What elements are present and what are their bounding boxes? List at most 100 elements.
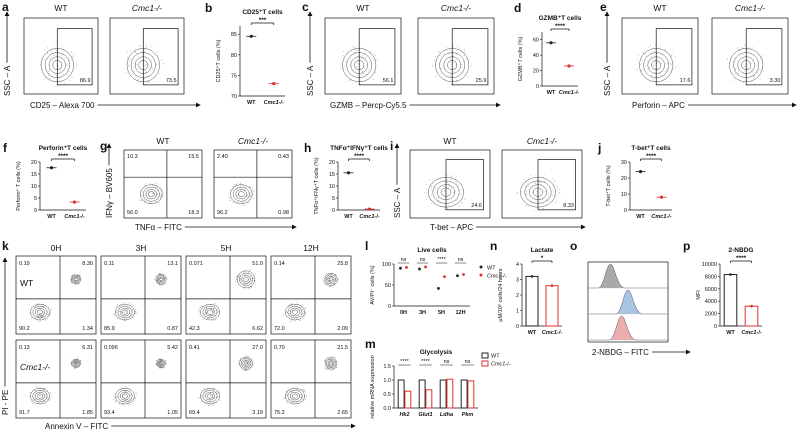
event-dot (289, 398, 291, 400)
y-tick-label: 0 (624, 208, 627, 214)
event-dot (150, 66, 151, 68)
event-dot (251, 190, 253, 192)
event-dot (445, 69, 447, 70)
event-dot (453, 44, 454, 45)
event-dot (67, 75, 69, 76)
event-dot (49, 314, 51, 316)
event-dot (134, 311, 136, 313)
event-dot (128, 404, 129, 406)
event-dot (745, 64, 746, 66)
event-dot (252, 363, 254, 365)
event-dot (744, 44, 746, 46)
event-dot (517, 192, 518, 194)
event-dot (333, 368, 335, 370)
density-contour (285, 388, 305, 405)
event-dot (440, 67, 442, 69)
event-dot (125, 72, 127, 73)
y-axis-label: SSC – A (3, 65, 12, 96)
event-dot (765, 68, 767, 70)
event-dot (674, 66, 676, 68)
event-dot (72, 275, 74, 276)
event-dot (335, 357, 336, 359)
y-tick-label: 0.0 (383, 406, 391, 412)
event-dot (526, 190, 527, 192)
y-axis-label: PI - PE (1, 390, 10, 415)
event-dot (366, 73, 368, 75)
x-tick-label: 5H (438, 310, 445, 316)
event-dot (140, 51, 142, 53)
event-dot (157, 194, 158, 195)
event-dot (326, 357, 328, 359)
event-dot (34, 307, 35, 308)
event-dot (302, 393, 304, 395)
event-dot (444, 191, 446, 193)
event-dot (119, 316, 120, 318)
event-dot (71, 76, 72, 78)
event-dot (364, 57, 366, 59)
event-dot (525, 182, 527, 184)
event-dot (325, 284, 327, 286)
event-dot (199, 307, 200, 309)
y-tick-label: 50 (385, 283, 391, 289)
significance: **** (646, 153, 657, 160)
legend-swatch (481, 352, 489, 359)
event-dot (323, 280, 324, 281)
event-dot (159, 195, 161, 197)
event-dot (531, 202, 532, 204)
event-dot (540, 182, 542, 184)
event-dot (353, 52, 355, 54)
panel-letter: c (302, 0, 309, 14)
event-dot (35, 398, 36, 399)
event-dot (657, 68, 659, 70)
event-dot (218, 391, 220, 393)
x-tick-label: 12H (455, 310, 465, 316)
event-dot (331, 275, 333, 277)
density-contour (117, 306, 133, 319)
event-dot (459, 206, 460, 207)
event-dot (288, 313, 289, 314)
event-dot (552, 201, 554, 203)
event-dot (291, 321, 292, 322)
event-dot (214, 388, 215, 390)
event-dot (79, 360, 81, 361)
event-dot (443, 68, 444, 70)
gate-value: 25.9 (476, 78, 487, 84)
event-dot (122, 395, 124, 397)
event-dot (357, 62, 358, 64)
event-dot (453, 55, 455, 57)
event-dot (327, 282, 328, 284)
event-dot (41, 69, 43, 70)
density-contour (119, 392, 131, 401)
event-dot (129, 399, 131, 400)
event-dot (148, 64, 150, 66)
point (272, 82, 276, 86)
event-dot (131, 304, 132, 305)
event-dot (80, 363, 82, 365)
event-dot (525, 186, 527, 188)
event-dot (157, 277, 159, 279)
significance: **** (555, 23, 566, 30)
event-dot (753, 75, 755, 77)
density-contour (292, 309, 298, 315)
event-dot (250, 280, 252, 282)
density-contour (232, 186, 250, 202)
event-dot (80, 276, 81, 278)
event-dot (246, 370, 247, 372)
quadrant-value: 0.19 (19, 261, 30, 267)
event-dot (164, 360, 166, 362)
event-dot (155, 363, 157, 365)
event-dot (343, 55, 344, 56)
event-dot (124, 318, 126, 320)
event-dot (671, 64, 672, 66)
quadrant-value: 5.42 (167, 345, 178, 351)
event-dot (329, 358, 330, 359)
panel-letter: a (2, 0, 9, 14)
event-dot (453, 192, 455, 193)
event-dot (46, 399, 48, 400)
event-dot (660, 72, 661, 74)
point (729, 273, 732, 276)
event-dot (71, 274, 73, 276)
event-dot (44, 320, 46, 322)
event-dot (354, 47, 355, 49)
event-dot (148, 191, 149, 192)
